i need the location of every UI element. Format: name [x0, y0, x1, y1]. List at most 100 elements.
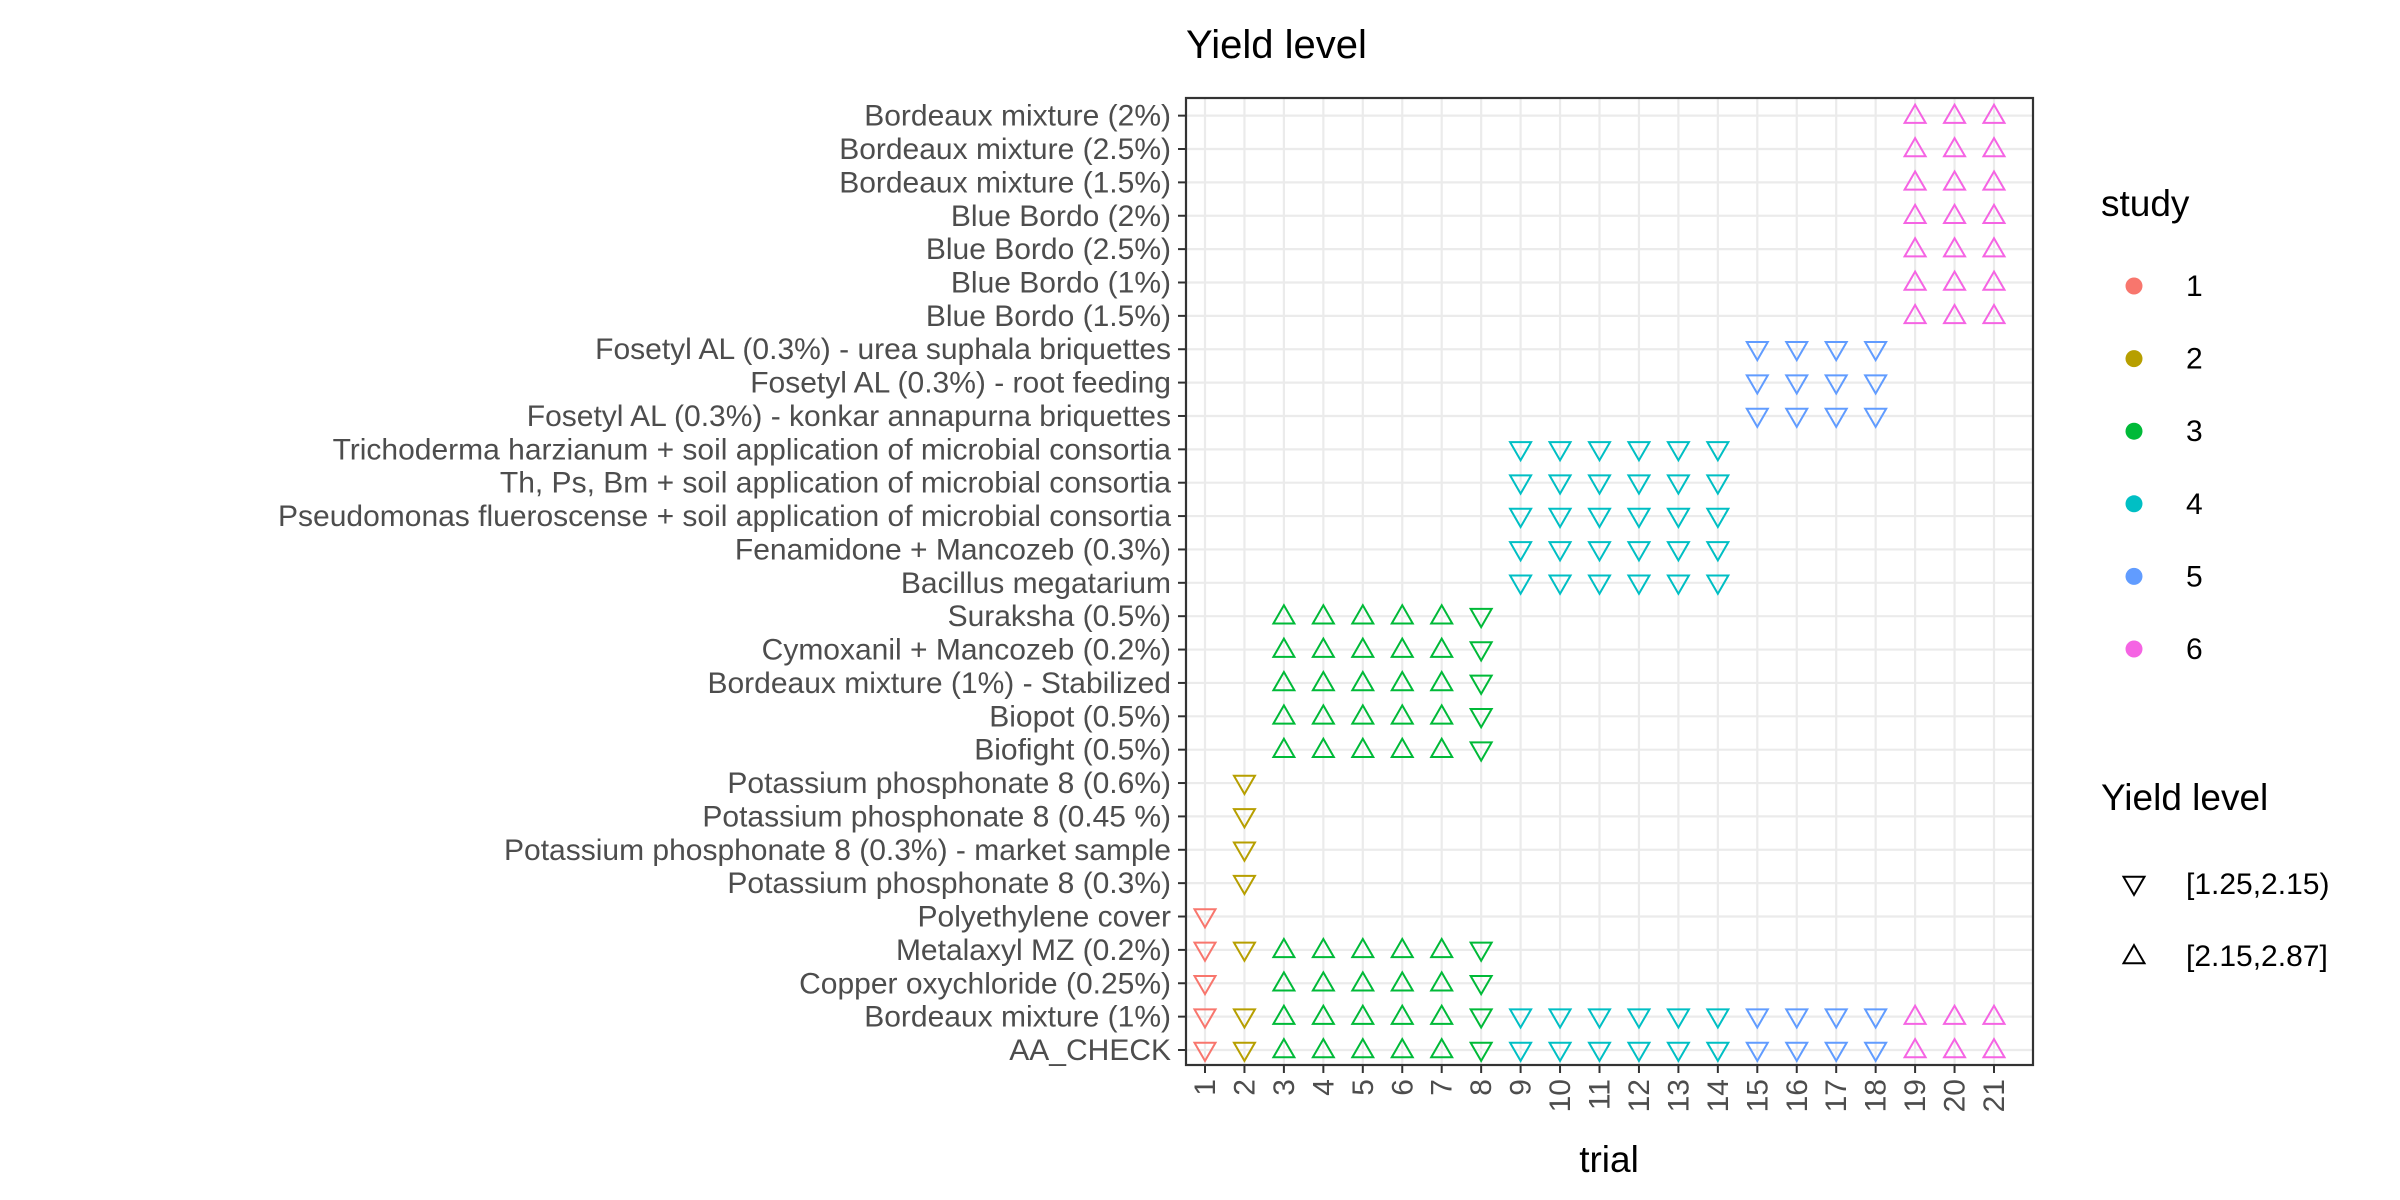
point-study-3-trial-8-biofight-0-5 [1468, 741, 1494, 763]
point-study-3-trial-4-biopot-0-5 [1311, 703, 1336, 725]
point-study-4-trial-13-trichoderma-harzianum-soil-application-of-microbial-consortia [1666, 441, 1691, 463]
y-tick-label: Potassium phosphonate 8 (0.45 %) [702, 800, 1171, 833]
point-study-1-trial-1-metalaxyl-mz-0-2 [1192, 941, 1218, 963]
x-tick-label: 14 [1702, 1079, 1735, 1112]
point-study-6-trial-19-bordeaux-mixture-2-5 [1902, 136, 1928, 158]
point-study-3-trial-7-suraksha-0-5 [1429, 603, 1454, 625]
point-study-3-trial-7-copper-oxychloride-0-25 [1429, 970, 1454, 992]
point-study-4-trial-14-aa-check [1705, 1041, 1731, 1063]
point-study-6-trial-21-bordeaux-mixture-2 [1981, 102, 2007, 124]
point-study-3-trial-7-bordeaux-mixture-1 [1429, 1003, 1454, 1025]
point-study-3-trial-4-bordeaux-mixture-1 [1311, 1003, 1336, 1025]
y-tick-label: Potassium phosphonate 8 (0.3%) [727, 867, 1171, 900]
x-tick-label: 13 [1662, 1079, 1695, 1112]
x-tick-label: 3 [1268, 1079, 1301, 1096]
point-study-5-trial-16-aa-check [1784, 1041, 1809, 1063]
point-study-4-trial-10-pseudomonas-flueroscense-soil-application-of-microbial-consortia [1547, 507, 1573, 529]
point-study-6-trial-19-blue-bordo-2 [1902, 202, 1928, 225]
point-study-4-trial-9-fenamidone-mancozeb-0-3 [1508, 541, 1533, 563]
point-study-4-trial-12-trichoderma-harzianum-soil-application-of-microbial-consortia [1626, 441, 1652, 463]
point-study-3-trial-6-suraksha-0-5 [1390, 603, 1415, 625]
point-study-4-trial-11-fenamidone-mancozeb-0-3 [1587, 541, 1612, 563]
point-study-3-trial-3-suraksha-0-5 [1271, 603, 1297, 625]
point-study-2-trial-2-potassium-phosphonate-8-0-3 [1232, 874, 1257, 897]
point-study-5-trial-15-fosetyl-al-0-3-root-feeding [1745, 374, 1770, 396]
point-study-5-trial-17-aa-check [1823, 1041, 1849, 1063]
point-study-3-trial-6-bordeaux-mixture-1 [1390, 1003, 1415, 1025]
point-study-3-trial-4-metalaxyl-mz-0-2 [1311, 936, 1336, 959]
point-study-3-trial-4-copper-oxychloride-0-25 [1311, 970, 1336, 992]
point-study-4-trial-14-bacillus-megatarium [1705, 574, 1731, 596]
point-study-6-trial-21-aa-check [1981, 1037, 2007, 1059]
point-study-3-trial-7-metalaxyl-mz-0-2 [1429, 936, 1454, 959]
y-tick-label: Biofight (0.5%) [974, 734, 1171, 767]
point-study-4-trial-10-bordeaux-mixture-1 [1547, 1008, 1573, 1030]
point-study-3-trial-7-biofight-0-5 [1429, 736, 1454, 758]
point-study-1-trial-1-aa-check [1192, 1041, 1218, 1063]
study-legend-label: 1 [2186, 270, 2203, 303]
x-tick-label: 2 [1228, 1079, 1261, 1096]
point-study-3-trial-5-biopot-0-5 [1350, 703, 1376, 725]
yield-legend-key-down [2121, 875, 2147, 897]
point-study-6-trial-20-bordeaux-mixture-1 [1942, 1003, 1967, 1025]
point-study-3-trial-3-bordeaux-mixture-1 [1271, 1003, 1297, 1025]
point-study-3-trial-5-bordeaux-mixture-1 [1350, 1003, 1376, 1025]
point-study-6-trial-20-blue-bordo-2 [1942, 202, 1967, 225]
point-study-5-trial-16-fosetyl-al-0-3-urea-suphala-briquettes [1784, 340, 1809, 363]
point-study-6-trial-19-bordeaux-mixture-2 [1902, 102, 1928, 124]
point-study-3-trial-7-cymoxanil-mancozeb-0-2 [1429, 636, 1454, 658]
point-study-3-trial-3-bordeaux-mixture-1-stabilized [1271, 670, 1297, 692]
point-study-2-trial-2-bordeaux-mixture-1 [1232, 1008, 1257, 1030]
y-tick-label: AA_CHECK [1009, 1034, 1171, 1067]
point-study-3-trial-8-aa-check [1468, 1041, 1494, 1063]
study-legend-key-2 [2125, 350, 2143, 368]
point-study-5-trial-15-aa-check [1745, 1041, 1770, 1063]
point-study-5-trial-16-fosetyl-al-0-3-root-feeding [1784, 374, 1809, 396]
point-study-3-trial-6-cymoxanil-mancozeb-0-2 [1390, 636, 1415, 658]
plot-panel [1186, 98, 2033, 1065]
point-study-4-trial-13-fenamidone-mancozeb-0-3 [1666, 541, 1691, 563]
point-study-4-trial-14-th-ps-bm-soil-application-of-microbial-consortia [1705, 474, 1731, 496]
point-study-5-trial-17-fosetyl-al-0-3-urea-suphala-briquettes [1823, 340, 1849, 363]
y-tick-label: Fosetyl AL (0.3%) - urea suphala briquet… [595, 333, 1171, 366]
point-study-2-trial-2-potassium-phosphonate-8-0-45 [1232, 808, 1257, 830]
point-study-3-trial-5-metalaxyl-mz-0-2 [1350, 936, 1376, 959]
point-study-5-trial-18-fosetyl-al-0-3-urea-suphala-briquettes [1863, 340, 1888, 363]
point-study-3-trial-7-biopot-0-5 [1429, 703, 1454, 725]
point-study-1-trial-1-copper-oxychloride-0-25 [1192, 974, 1218, 997]
point-study-4-trial-9-th-ps-bm-soil-application-of-microbial-consortia [1508, 474, 1533, 496]
point-study-3-trial-8-bordeaux-mixture-1 [1468, 1008, 1494, 1030]
x-tick-label: 1 [1189, 1079, 1222, 1096]
y-tick-label: Fenamidone + Mancozeb (0.3%) [735, 533, 1171, 566]
point-study-3-trial-6-metalaxyl-mz-0-2 [1390, 936, 1415, 959]
x-tick-label: 12 [1623, 1079, 1656, 1112]
point-study-5-trial-17-fosetyl-al-0-3-root-feeding [1823, 374, 1849, 396]
y-tick-label: Blue Bordo (1%) [951, 266, 1171, 299]
point-study-3-trial-5-aa-check [1350, 1037, 1376, 1059]
point-study-5-trial-18-fosetyl-al-0-3-root-feeding [1863, 374, 1888, 396]
study-legend-key-1 [2125, 277, 2143, 295]
study-legend-key-6 [2125, 640, 2143, 658]
point-study-6-trial-19-blue-bordo-1-5 [1902, 302, 1928, 325]
x-tick-label: 21 [1978, 1079, 2011, 1112]
study-legend: study 1 2 3 4 5 6 [2101, 183, 2203, 666]
y-tick-label: Potassium phosphonate 8 (0.6%) [727, 767, 1171, 800]
point-study-3-trial-7-aa-check [1429, 1037, 1454, 1059]
y-tick-label: Bordeaux mixture (2%) [864, 100, 1171, 133]
x-tick-label: 19 [1899, 1079, 1932, 1112]
study-legend-label: 3 [2186, 415, 2203, 448]
point-study-5-trial-18-aa-check [1863, 1041, 1888, 1063]
y-tick-label: Fosetyl AL (0.3%) - root feeding [750, 367, 1171, 400]
point-study-5-trial-17-bordeaux-mixture-1 [1823, 1008, 1849, 1030]
point-study-3-trial-3-biofight-0-5 [1271, 736, 1297, 758]
point-study-2-trial-2-potassium-phosphonate-8-0-6 [1232, 774, 1257, 796]
y-tick-label: Blue Bordo (2.5%) [926, 233, 1171, 266]
point-study-3-trial-4-biofight-0-5 [1311, 736, 1336, 758]
study-legend-key-4 [2125, 495, 2143, 513]
x-tick-label: 17 [1820, 1079, 1853, 1112]
point-study-3-trial-3-aa-check [1271, 1037, 1297, 1059]
yield-legend-label: [2.15,2.87] [2186, 940, 2328, 973]
point-study-4-trial-12-pseudomonas-flueroscense-soil-application-of-microbial-consortia [1626, 507, 1652, 529]
point-study-4-trial-9-aa-check [1508, 1041, 1533, 1063]
y-tick-label: Polyethylene cover [918, 901, 1171, 934]
